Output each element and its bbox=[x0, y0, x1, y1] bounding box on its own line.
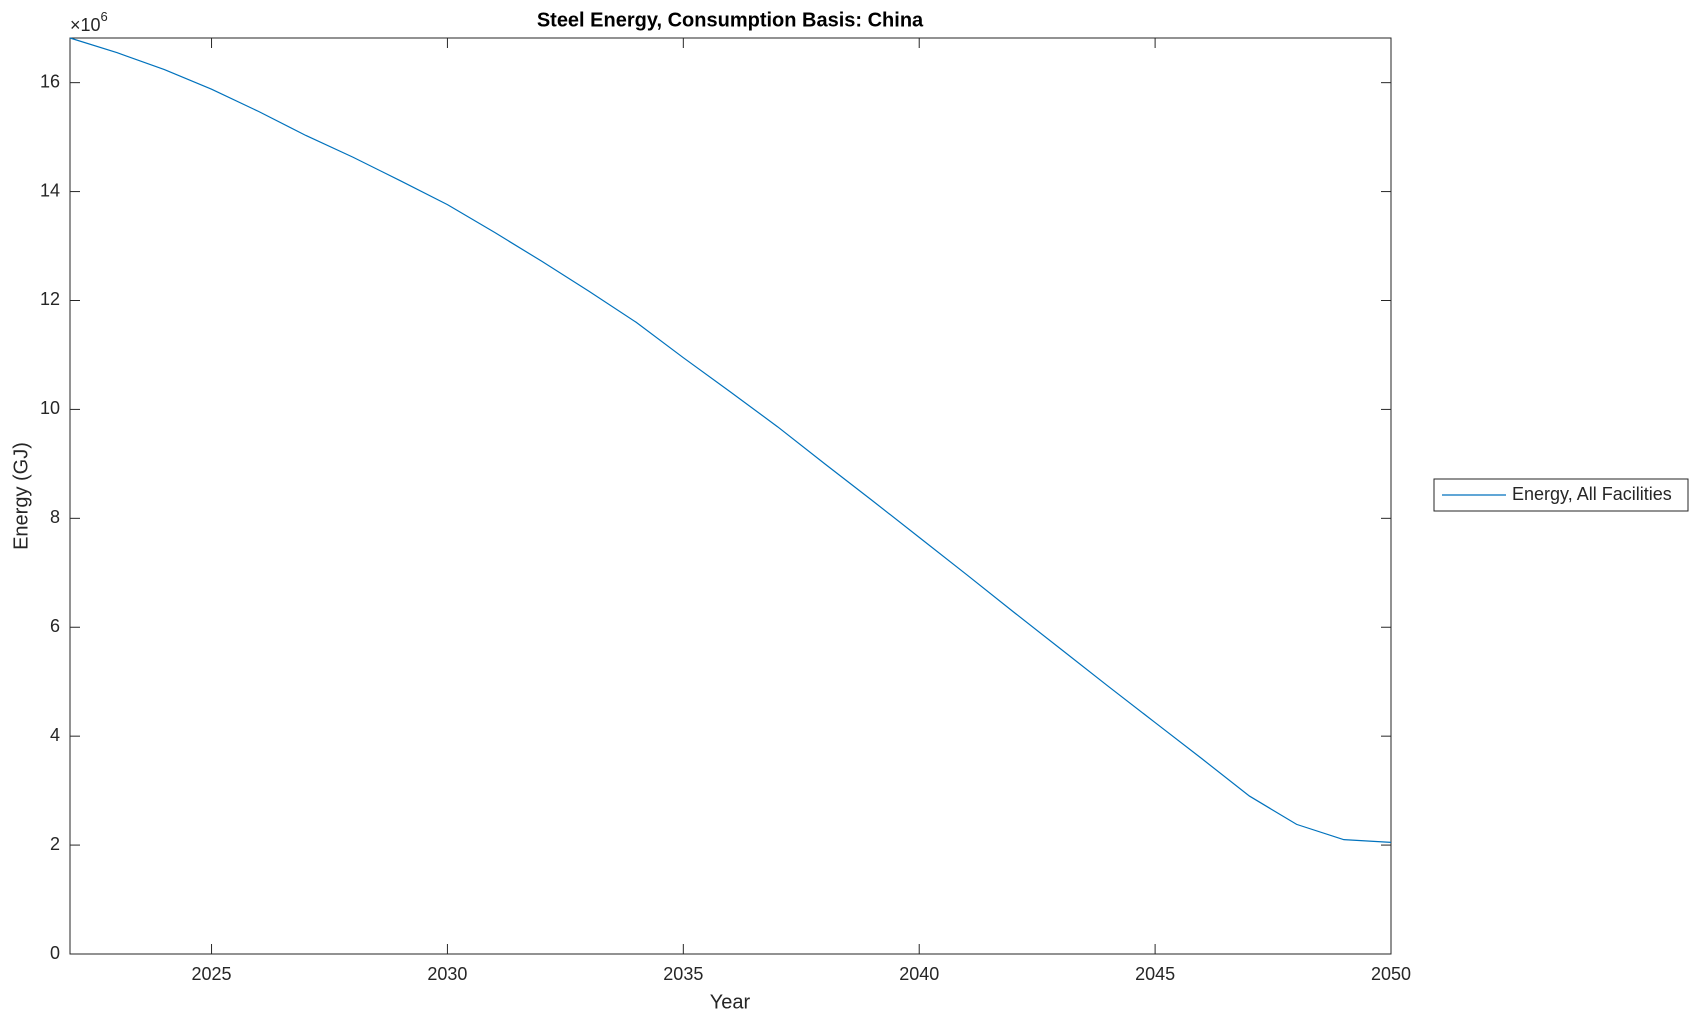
x-tick-label: 2035 bbox=[663, 964, 703, 984]
y-tick-label: 0 bbox=[50, 943, 60, 963]
data-line bbox=[69, 37, 1392, 843]
x-tick-label: 2030 bbox=[427, 964, 467, 984]
y-tick-label: 16 bbox=[40, 71, 60, 91]
y-tick-label: 6 bbox=[50, 616, 60, 636]
x-tick-label: 2025 bbox=[192, 964, 232, 984]
plot-area bbox=[69, 37, 1392, 955]
legend-label: Energy, All Facilities bbox=[1512, 484, 1672, 504]
y-tick-label: 8 bbox=[50, 507, 60, 527]
y-tick-label: 2 bbox=[50, 834, 60, 854]
y-tick-label: 12 bbox=[40, 289, 60, 309]
x-tick-label: 2045 bbox=[1135, 964, 1175, 984]
x-tick-label: 2050 bbox=[1371, 964, 1411, 984]
y-multiplier-exponent: 6 bbox=[101, 9, 108, 24]
y-tick-label: 14 bbox=[40, 180, 60, 200]
y-tick-label: 10 bbox=[40, 398, 60, 418]
y-multiplier-base: ×10 bbox=[70, 15, 101, 35]
y-tick-label: 4 bbox=[50, 725, 60, 745]
x-axis-label: Year bbox=[710, 991, 751, 1013]
x-tick-label: 2040 bbox=[899, 964, 939, 984]
y-axis-label: Energy (GJ) bbox=[10, 442, 32, 550]
y-multiplier: ×106 bbox=[70, 9, 108, 34]
chart-title: Steel Energy, Consumption Basis: China bbox=[537, 9, 924, 31]
